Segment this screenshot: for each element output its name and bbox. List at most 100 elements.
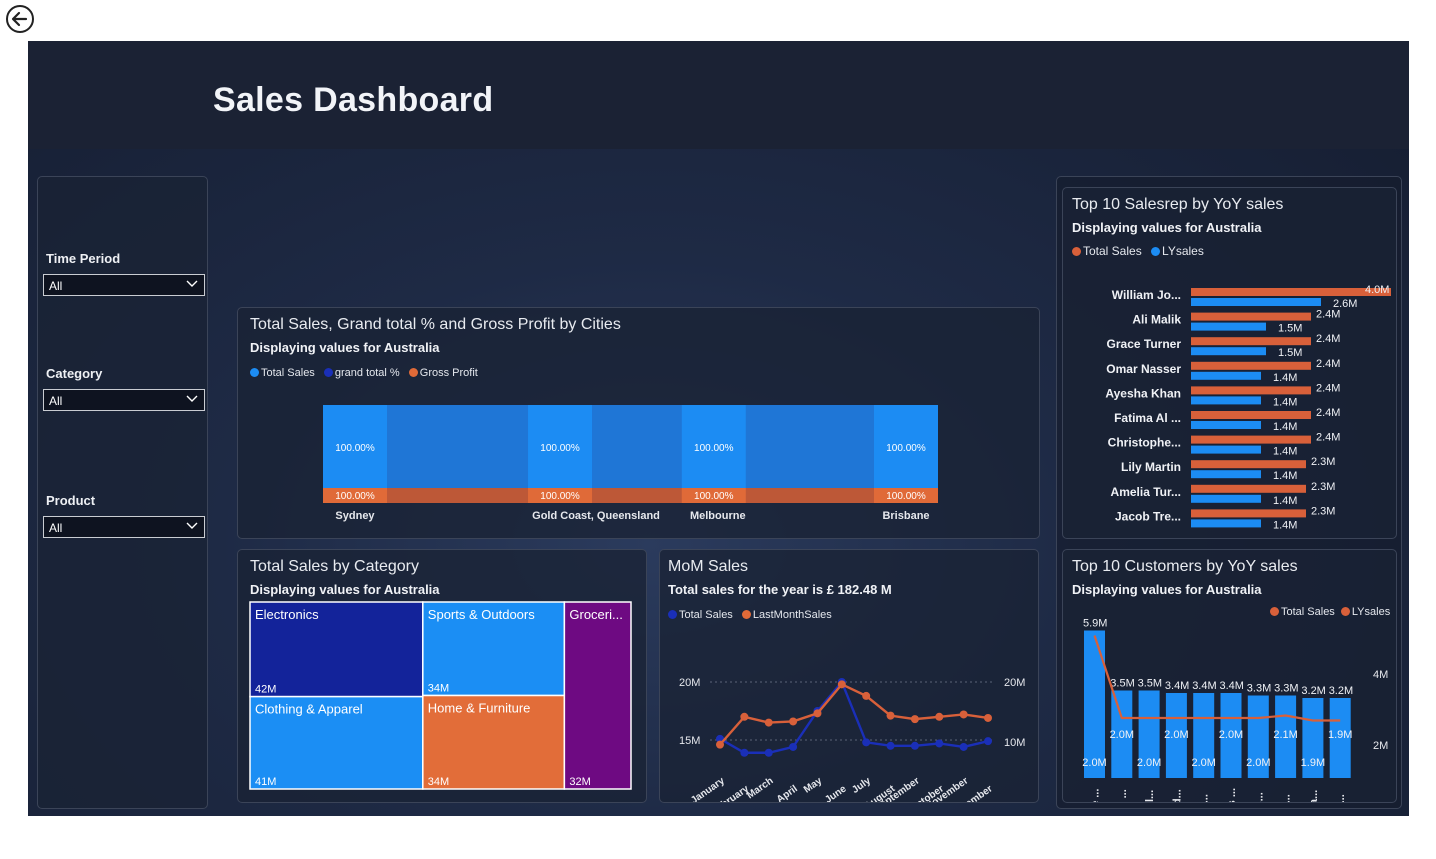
bar-lysales [1191, 347, 1266, 356]
bar-total-sales [1220, 693, 1242, 778]
legend-label: Total Sales [1083, 244, 1142, 258]
salesrep-chart-panel[interactable]: Top 10 Salesrep by YoY sales Displaying … [1062, 187, 1397, 539]
data-point [716, 740, 724, 749]
x-tick-label: January [689, 775, 727, 802]
x-tick-label: Melbourne [690, 510, 746, 522]
category-chart-panel[interactable]: Total Sales by Category Displaying value… [237, 549, 647, 803]
bar-total-sales [323, 405, 387, 488]
bar-gross-profit [323, 488, 938, 503]
legend-label: Gross Profit [419, 367, 478, 379]
salesrep-chart-title: Top 10 Salesrep by YoY sales [1072, 196, 1284, 213]
customers-chart-panel[interactable]: Top 10 Customers by YoY sales Displaying… [1062, 549, 1397, 803]
data-label: 3.4M [1220, 680, 1244, 692]
bar-total-sales [1193, 693, 1215, 778]
treemap-tile [422, 601, 566, 697]
treemap-tile-label: Electronics [255, 607, 319, 622]
treemap-tile [422, 694, 566, 790]
filter-label-product: Product [46, 493, 96, 508]
x-tick-label: Khalid... [1171, 789, 1183, 802]
y-tick-label: 4M [1373, 669, 1388, 681]
data-label: 1.4M [1273, 372, 1297, 384]
legend-dot [408, 368, 418, 377]
y-tick-label: 2M [1373, 740, 1388, 752]
data-label: 1.4M [1273, 421, 1297, 433]
data-point [837, 680, 846, 689]
salesrep-legend: Total Sales LYsales [1072, 244, 1210, 258]
data-label: 100.00% [335, 491, 375, 502]
data-point [984, 737, 992, 746]
legend-dot [1151, 247, 1161, 256]
y-tick-right: 10M [1004, 737, 1025, 749]
y-tick-left: 15M [679, 735, 700, 747]
legend-dot [1270, 607, 1279, 616]
bar-total-sales [1191, 484, 1306, 493]
cities-chart-plot: 100.00% Sydney 100.00% Gold Coast, Queensla… [323, 405, 938, 522]
x-tick-label: Lucas ... [1226, 788, 1238, 802]
data-point [764, 718, 773, 727]
data-label: 3.5M [1110, 678, 1134, 690]
legend-label: Total Sales [1281, 606, 1335, 618]
legend-item-lysales: LYsales [1340, 606, 1391, 618]
x-tick-label: Sydney [335, 510, 375, 522]
bar-gross-profit-segment [323, 488, 387, 503]
mom-legend: Total Sales LastMonthSales [668, 609, 838, 621]
x-tick-label: Liam ... [1199, 794, 1211, 802]
x-tick-label: Emma... [1308, 790, 1320, 802]
category-chart-subtitle: Displaying values for Australia [250, 582, 440, 597]
product-value: All [49, 521, 63, 535]
data-point [935, 712, 944, 721]
data-point [789, 742, 798, 751]
treemap-tile [563, 601, 632, 790]
legend-item-lysales: LYsales [1151, 244, 1204, 258]
filter-label-time-period: Time Period [46, 251, 121, 266]
category-dropdown[interactable]: All [43, 389, 205, 411]
treemap-tile-label: Home & Furniture [428, 701, 531, 716]
salesrep-chart-subtitle: Displaying values for Australia [1072, 220, 1262, 235]
bar-total-sales [1191, 435, 1311, 444]
mom-chart-panel[interactable]: MoM Sales Total sales for the year is £ … [659, 549, 1039, 803]
data-label: 2.3M [1311, 481, 1335, 493]
data-label: 2.4M [1316, 432, 1340, 444]
time-period-dropdown[interactable]: All [43, 274, 205, 296]
bar-total-sales [874, 405, 938, 488]
treemap-tile-label: Sports & Outdoors [428, 607, 535, 622]
bar-total-sales [1191, 509, 1306, 518]
bar-lysales [1191, 494, 1261, 503]
bar-total-sales [1191, 411, 1311, 419]
bar-lysales [1191, 519, 1261, 528]
x-tick-label: Grace ... [1090, 789, 1102, 802]
legend-label: LYsales [1162, 244, 1204, 258]
data-point [910, 715, 919, 724]
legend-label: LYsales [1351, 606, 1391, 618]
data-label: 2.4M [1316, 309, 1340, 321]
cities-chart-subtitle: Displaying values for Australia [250, 340, 440, 355]
x-tick-label: Jacks... [1253, 792, 1265, 802]
data-point [886, 711, 895, 720]
data-label: 2.4M [1316, 358, 1340, 370]
data-label: 2.4M [1316, 382, 1340, 394]
treemap-value-label: 34M [428, 776, 449, 788]
product-dropdown[interactable]: All [43, 516, 205, 538]
cities-chart-title: Total Sales, Grand total % and Gross Pro… [250, 316, 621, 333]
bar-total-sales [1191, 337, 1311, 346]
time-period-value: All [49, 279, 63, 293]
data-point [813, 709, 822, 718]
bar-lysales [1191, 322, 1266, 331]
data-label: 100.00% [540, 443, 580, 454]
bar-lysales [1191, 396, 1261, 405]
data-point [862, 691, 871, 700]
bar-total-sales [528, 405, 593, 488]
data-point [886, 741, 895, 750]
cities-chart-panel[interactable]: Total Sales, Grand total % and Gross Pro… [237, 307, 1040, 539]
data-point [935, 739, 944, 748]
treemap-tile-label: Clothing & Apparel [255, 702, 363, 717]
data-label: 100.00% [540, 491, 580, 502]
back-arrow-icon[interactable] [5, 4, 35, 34]
category-label: William Jo... [1112, 288, 1181, 302]
bar-lysales [1191, 298, 1321, 306]
category-label: Amelia Tur... [1111, 485, 1181, 499]
treemap-tile [249, 601, 424, 698]
x-tick-label: May [802, 775, 825, 795]
legend-item-total-sales: Total Sales [668, 609, 733, 621]
